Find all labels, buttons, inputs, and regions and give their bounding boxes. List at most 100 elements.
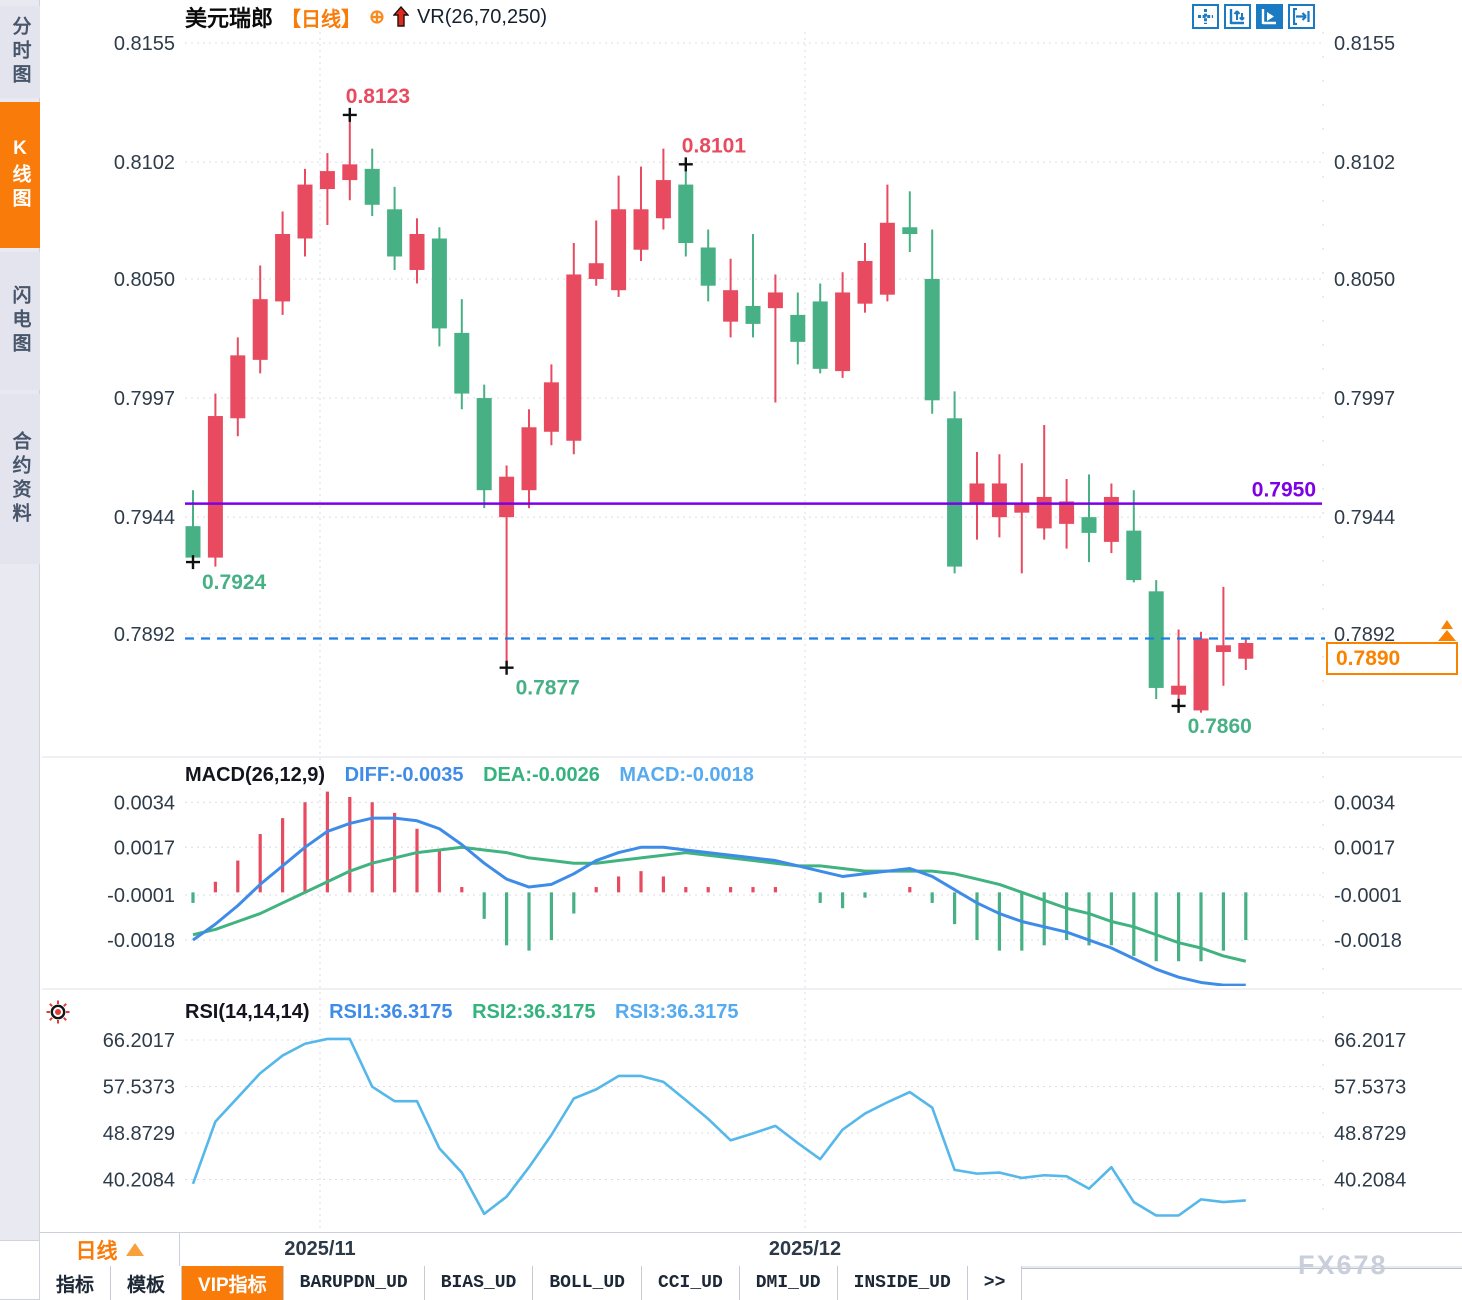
period-dropdown-button[interactable]: 日线 xyxy=(40,1233,180,1267)
candle-body xyxy=(543,382,559,432)
candle-body xyxy=(454,332,470,394)
axis-label: 0.7944 xyxy=(114,507,175,529)
bottom-tab-bar: 指标 模板 VIP指标 BARUPDN_UD BIAS_UD BOLL_UD CCI_UD D… xyxy=(40,1266,1462,1300)
candle-body xyxy=(700,247,716,286)
bottom-tab-cci_ud[interactable]: CCI_UD xyxy=(641,1266,740,1300)
jump-to-latest-icon[interactable] xyxy=(1288,4,1315,29)
bottom-tab-barupdn_ud[interactable]: BARUPDN_UD xyxy=(283,1266,425,1300)
macd-header: MACD(26,12,9) DIFF:-0.0035 DEA:-0.0026 M… xyxy=(185,764,754,787)
axis-label: 57.5373 xyxy=(1334,1076,1406,1098)
axis-label: 0.0017 xyxy=(114,837,175,859)
axis-label: 0.7997 xyxy=(114,388,175,410)
candle-body xyxy=(1171,685,1187,695)
candle-body xyxy=(1238,643,1254,659)
period-dropdown-label: 日线 xyxy=(75,1239,118,1263)
axis-label: 0.7944 xyxy=(1334,507,1395,529)
add-indicator-icon[interactable]: ⊕ xyxy=(369,6,385,28)
watermark: FX678 xyxy=(1298,1250,1388,1280)
chart-canvas[interactable]: 0.8155 0.8155 0.8102 0.8102 0.8050 0.8050 0.79… xyxy=(0,0,1462,1232)
candle-body xyxy=(745,305,761,324)
axis-label: 0.7997 xyxy=(1334,388,1395,410)
sidebar-tab-4[interactable]: 合约资料 xyxy=(0,394,40,564)
fit-y-axis-icon[interactable] xyxy=(1224,4,1251,29)
axis-label: 0.8102 xyxy=(114,152,175,174)
candle-body xyxy=(902,227,918,235)
axis-label: 0.8102 xyxy=(1334,152,1395,174)
candle-body xyxy=(409,234,425,270)
sidebar: 分时图 K线图闪电图 合约资料 xyxy=(0,0,40,1300)
axis-label: 0.8155 xyxy=(114,33,175,55)
macd-panel xyxy=(191,791,1248,986)
period-tag: 【日线】 xyxy=(281,8,362,31)
candle-body xyxy=(207,416,223,558)
candle-body xyxy=(857,260,873,304)
vr-indicator-label: VR(26,70,250) xyxy=(416,5,548,28)
bottom-tab-[interactable]: 模板 xyxy=(111,1266,183,1300)
axis-label: 0.7892 xyxy=(114,624,175,646)
axis-label: -0.0018 xyxy=(1334,930,1402,952)
price-annotation: 0.7877 xyxy=(516,677,580,700)
extreme-marker-icon xyxy=(499,660,514,675)
bottom-tab-[interactable]: 指标 xyxy=(40,1266,112,1300)
candle-body xyxy=(364,168,380,205)
sidebar-tab-3[interactable]: 闪电图 xyxy=(0,252,40,390)
sidebar-bottom-box xyxy=(0,1240,40,1300)
price-annotation: 0.8101 xyxy=(682,134,747,157)
chart-toolbar xyxy=(1192,4,1315,29)
price-annotation: 0.8123 xyxy=(346,85,410,108)
sidebar-tab-label: K线图 xyxy=(9,138,31,212)
candle-body xyxy=(1081,517,1097,533)
candle-body xyxy=(1193,638,1209,711)
candle-body xyxy=(566,274,582,441)
axis-label: 48.8729 xyxy=(1334,1123,1406,1145)
candle-body xyxy=(588,263,604,279)
axis-label: 66.2017 xyxy=(103,1030,175,1052)
axis-label: 0.8155 xyxy=(1334,33,1395,55)
sidebar-tab-label: 分时图 xyxy=(9,16,31,88)
candle-body xyxy=(297,184,313,239)
candle-body xyxy=(1014,503,1030,513)
diff-line xyxy=(192,816,1246,986)
candle-body xyxy=(387,209,403,257)
rsi1-value: RSI1:36.3175 xyxy=(329,1001,453,1023)
tab-filler xyxy=(1022,1268,1462,1300)
auto-follow-icon[interactable] xyxy=(1256,4,1283,29)
bottom-tab-boll_ud[interactable]: BOLL_UD xyxy=(533,1266,642,1300)
candle-body xyxy=(924,278,940,401)
candle-body xyxy=(275,234,291,302)
axis-label: 0.8050 xyxy=(114,269,175,291)
sidebar-tab-1[interactable]: 分时图 xyxy=(0,6,40,98)
extreme-marker-icon xyxy=(342,107,357,122)
sidebar-tab-2[interactable]: K线图 xyxy=(0,102,40,248)
bottom-tab-vip[interactable]: VIP指标 xyxy=(182,1266,284,1300)
bottom-tab-dmi_ud[interactable]: DMI_UD xyxy=(739,1266,838,1300)
axis-label: -0.0018 xyxy=(107,930,175,952)
bottom-tab-bias_ud[interactable]: BIAS_UD xyxy=(424,1266,534,1300)
candle-body xyxy=(947,418,963,567)
xaxis-strip: 日线 2025/11 2025/12 xyxy=(40,1232,1462,1267)
rsi-line xyxy=(191,1037,1246,1217)
candle-body xyxy=(633,209,649,250)
price-annotation: 0.7924 xyxy=(202,571,267,594)
rsi2-value: RSI2:36.3175 xyxy=(472,1001,596,1023)
candle-body xyxy=(185,526,201,558)
bottom-tab-inside_ud[interactable]: INSIDE_UD xyxy=(837,1266,968,1300)
bottom-tab->>[interactable]: >> xyxy=(967,1266,1023,1300)
candle-body xyxy=(521,427,537,491)
candle-body xyxy=(342,164,358,181)
xaxis-date-label: 2025/12 xyxy=(768,1238,842,1260)
axis-label: 66.2017 xyxy=(1334,1030,1406,1052)
candle-body xyxy=(1036,496,1052,529)
price-annotation: 0.7860 xyxy=(1188,715,1252,738)
candle-body xyxy=(1059,501,1075,524)
candle-body xyxy=(969,483,985,504)
axis-label: -0.0001 xyxy=(107,885,175,907)
xaxis-date-label: 2025/11 xyxy=(284,1238,356,1260)
candle-body xyxy=(1215,645,1231,652)
candle-body xyxy=(252,299,268,360)
price-up-arrows-icon xyxy=(1435,620,1459,642)
axis-label: 0.0017 xyxy=(1334,837,1395,859)
candle-body xyxy=(879,222,895,295)
crosshair-icon[interactable] xyxy=(1192,4,1219,29)
